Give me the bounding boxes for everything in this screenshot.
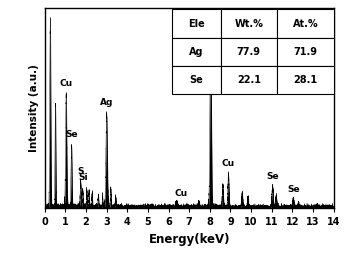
- Y-axis label: Intensity (a.u.): Intensity (a.u.): [29, 64, 39, 152]
- Text: Se: Se: [287, 185, 300, 194]
- Text: Se: Se: [65, 131, 78, 139]
- Text: Cu: Cu: [60, 79, 73, 88]
- Text: Se: Se: [266, 171, 279, 181]
- Text: Si: Si: [78, 173, 87, 182]
- Text: S: S: [77, 167, 84, 176]
- Text: Ag: Ag: [100, 98, 113, 107]
- Text: Cu: Cu: [174, 189, 187, 198]
- X-axis label: Energy(keV): Energy(keV): [149, 233, 230, 246]
- Text: Cu: Cu: [222, 159, 235, 168]
